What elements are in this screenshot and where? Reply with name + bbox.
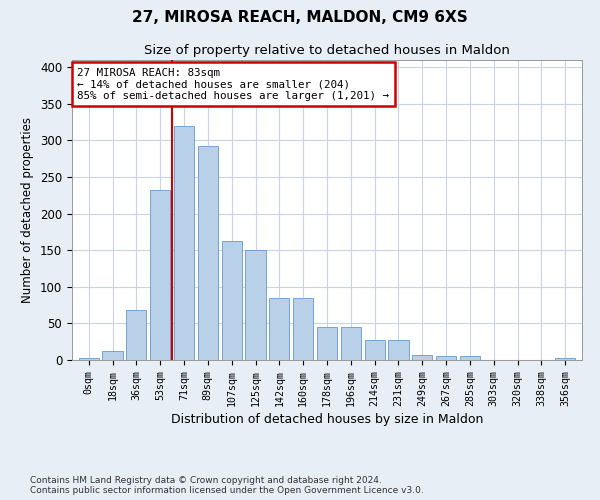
Bar (388, 340, 409, 360)
Bar (365, 340, 385, 360)
Bar (174, 126, 194, 360)
Bar (269, 298, 289, 360)
Bar (198, 146, 218, 360)
Bar (245, 250, 266, 360)
X-axis label: Distribution of detached houses by size in Maldon: Distribution of detached houses by size … (171, 412, 483, 426)
Text: Contains public sector information licensed under the Open Government Licence v3: Contains public sector information licen… (30, 486, 424, 495)
Bar (103, 351, 122, 360)
Text: 27 MIROSA REACH: 83sqm
← 14% of detached houses are smaller (204)
85% of semi-de: 27 MIROSA REACH: 83sqm ← 14% of detached… (77, 68, 389, 100)
Bar (126, 310, 146, 360)
Bar (150, 190, 170, 360)
Bar (341, 327, 361, 360)
Text: 27, MIROSA REACH, MALDON, CM9 6XS: 27, MIROSA REACH, MALDON, CM9 6XS (132, 10, 468, 25)
Bar (555, 358, 575, 360)
Bar (293, 298, 313, 360)
Bar (317, 327, 337, 360)
Bar (221, 242, 242, 360)
Title: Size of property relative to detached houses in Maldon: Size of property relative to detached ho… (144, 44, 510, 58)
Bar (412, 355, 433, 360)
Text: Contains HM Land Registry data © Crown copyright and database right 2024.: Contains HM Land Registry data © Crown c… (30, 476, 382, 485)
Bar (79, 358, 99, 360)
Y-axis label: Number of detached properties: Number of detached properties (22, 117, 34, 303)
Bar (436, 356, 456, 360)
Bar (460, 356, 480, 360)
